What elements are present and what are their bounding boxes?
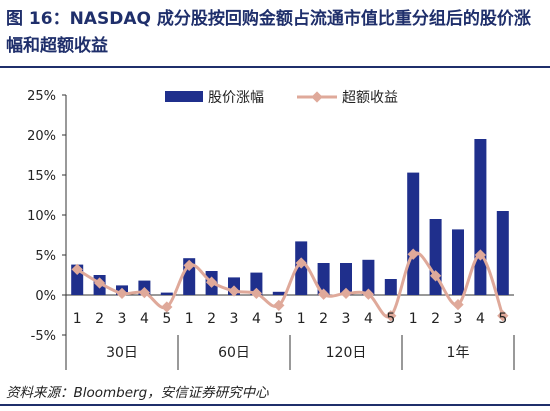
x-tick-label: 5 [162, 311, 171, 327]
line-point [497, 310, 509, 322]
y-tick-label: 15% [27, 169, 56, 184]
x-tick-label: 3 [342, 311, 351, 327]
x-tick-label: 1 [185, 311, 194, 327]
bottom-rule [0, 404, 550, 406]
bar [250, 272, 263, 295]
bar [272, 291, 285, 295]
bar [160, 292, 173, 295]
y-tick-label: 25% [27, 89, 56, 104]
y-tick-label: 0% [35, 289, 56, 304]
x-tick-label: 2 [95, 311, 104, 327]
y-tick-label: -5% [31, 329, 56, 344]
group-label: 1年 [447, 345, 470, 361]
line-point [407, 248, 419, 260]
legend-marker-line [311, 91, 323, 103]
group-labels: 30日 60日 120日 1年 [106, 345, 469, 361]
line-point [362, 288, 375, 300]
x-tick-label: 4 [140, 311, 149, 327]
legend-label-bar: 股价涨幅 [208, 90, 264, 106]
line-point [273, 299, 285, 312]
line-point [452, 298, 464, 311]
line-point [183, 259, 195, 272]
line-point [250, 287, 263, 300]
source-note: 资料来源：Bloomberg，安信证券研究中心 [6, 385, 269, 401]
legend-swatch-bar [165, 91, 203, 102]
x-tick-label: 1 [73, 311, 82, 327]
y-tick-label: 5% [35, 249, 56, 264]
title-rule [0, 66, 550, 68]
bar [362, 259, 375, 295]
line-point [429, 270, 442, 282]
y-tick-label: 10% [27, 209, 56, 224]
x-tick-label: 2 [319, 311, 328, 327]
x-tick-label: 5 [386, 311, 395, 327]
x-tick-label: 4 [252, 311, 261, 327]
group-label: 30日 [106, 345, 138, 361]
line-point [228, 285, 240, 297]
x-tick-label: 1 [409, 311, 418, 327]
bar [407, 172, 420, 295]
line-point [317, 288, 330, 300]
excess-return-line [71, 248, 509, 322]
x-tick-label: 2 [207, 311, 216, 327]
line-point [295, 257, 307, 269]
bar [452, 229, 464, 295]
axes [65, 95, 515, 370]
line-point [474, 249, 487, 261]
bar [317, 263, 330, 295]
x-tick-label: 3 [118, 311, 127, 327]
legend: 股价涨幅 超额收益 [165, 90, 398, 106]
x-tick-label: 4 [476, 311, 485, 327]
x-tick-label: 3 [230, 311, 239, 327]
line-point [385, 310, 397, 322]
bar [340, 263, 352, 295]
x-tick-label: 5 [274, 311, 283, 327]
group-label: 60日 [218, 345, 250, 361]
bar [384, 279, 397, 295]
bar [496, 211, 509, 295]
line-point [340, 287, 352, 300]
line-point [205, 276, 218, 288]
x-tick-label: 1 [297, 311, 306, 327]
bar [474, 139, 487, 295]
x-tick-label: 2 [431, 311, 440, 327]
bars [71, 139, 509, 295]
y-tick-labels: 25% 20% 15% 10% 5% 0% -5% [27, 89, 66, 344]
y-tick-label: 20% [27, 129, 56, 144]
figure-title: 图 16：NASDAQ 成分股按回购金额占流通市值比重分组后的股价涨幅和超额收益 [6, 9, 531, 56]
line-point [161, 301, 173, 313]
legend-label-line: 超额收益 [342, 90, 398, 106]
x-tick-label: 4 [364, 311, 373, 327]
group-label: 120日 [326, 345, 367, 361]
x-tick-label: 5 [498, 311, 507, 327]
line-point [138, 286, 151, 299]
x-tick-label: 3 [454, 311, 463, 327]
